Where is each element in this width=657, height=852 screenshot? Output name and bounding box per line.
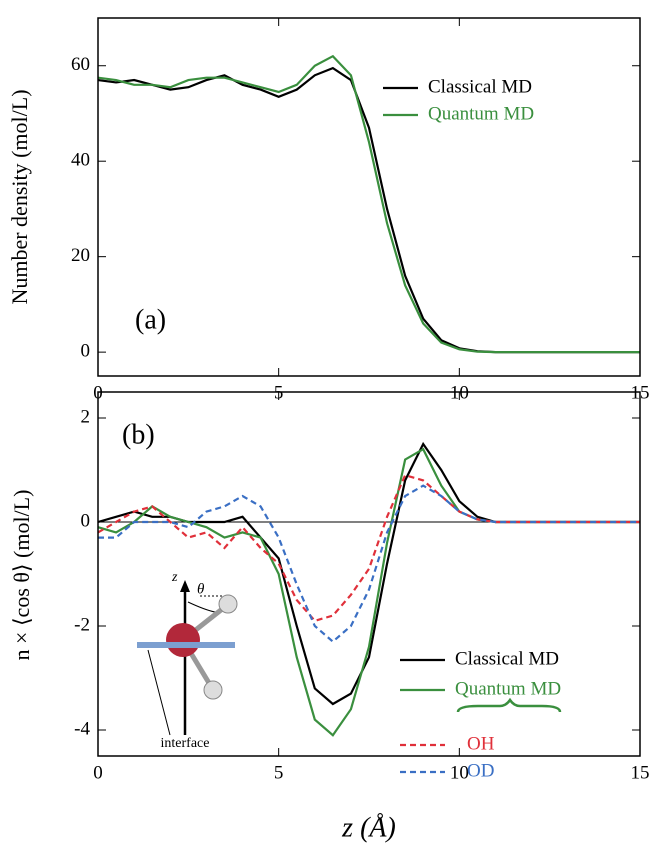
y-axis-label: n × ⟨cos θ⟩ (mol/L) [9,490,34,661]
x-axis-label: z (Å) [341,812,396,843]
y-tick-label: 60 [71,54,90,75]
inset-surface-label: interface [161,736,210,751]
interface-pointer [147,649,171,736]
hydrogen-atom [203,680,223,700]
inset-diagram: z θ interface [137,570,238,751]
panel-label: (b) [122,419,155,450]
inset-angle-label: θ [197,581,205,597]
legend-label: OH [467,733,495,754]
y-tick-label: -2 [74,614,90,635]
inset-angle-arc [187,601,216,613]
y-tick-label: 0 [81,510,91,531]
y-tick-label: 40 [71,150,90,171]
x-tick-label: 10 [450,762,469,783]
legend-label: Classical MD [428,76,532,97]
inset-arrow [180,580,190,592]
x-tick-label: 15 [631,762,650,783]
x-tick-label: 0 [93,762,103,783]
y-axis-label: Number density (mol/L) [7,89,32,304]
legend-label: Quantum MD [428,103,534,124]
oxygen-atom [166,623,200,657]
inset-axis-label: z [171,570,178,585]
interface-plane [137,642,235,648]
series-line [97,66,640,354]
legend-label: Quantum MD [455,678,561,699]
y-tick-label: 2 [81,406,91,427]
x-tick-label: 5 [274,762,284,783]
y-tick-label: 0 [81,340,91,361]
legend-brace [456,697,562,713]
legend-label: OD [467,760,494,781]
plot-frame [97,391,641,757]
series-line [97,473,640,623]
legend-label: Classical MD [455,648,559,669]
plot-frame [97,17,641,377]
panel-label: (a) [135,304,166,335]
y-tick-label: -4 [74,718,90,739]
hydrogen-atom [218,594,238,614]
series-line [98,484,640,644]
series-line [97,54,640,354]
y-tick-label: 20 [71,245,90,266]
